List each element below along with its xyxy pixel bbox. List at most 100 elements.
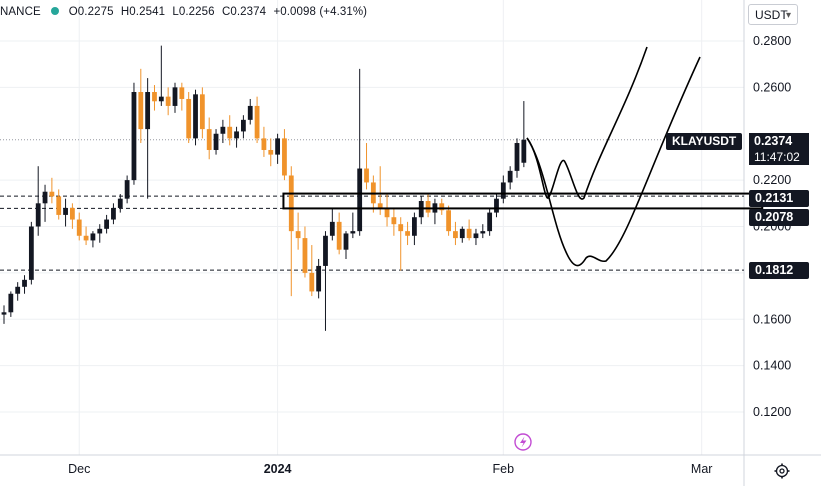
price-tick-label: 0.1600 bbox=[753, 312, 791, 326]
candle-body bbox=[152, 92, 157, 102]
level-tag-3: 0.1812 bbox=[749, 262, 809, 279]
candle-body bbox=[213, 133, 219, 150]
candle-body bbox=[466, 228, 472, 239]
exchange-name: NANCE bbox=[0, 6, 41, 18]
candle-body bbox=[111, 207, 116, 220]
time-tick-label: Feb bbox=[493, 462, 515, 476]
candle-body bbox=[507, 170, 513, 183]
market-status-icon bbox=[50, 7, 59, 15]
candle-body bbox=[480, 231, 486, 234]
currency-label: USDT bbox=[755, 8, 788, 22]
candle-body bbox=[282, 138, 287, 176]
time-axis[interactable]: Dec 2024 Feb Mar bbox=[68, 462, 712, 476]
candle-body bbox=[97, 228, 103, 234]
candle-body bbox=[42, 191, 48, 204]
candle-body bbox=[172, 87, 178, 106]
candle-body bbox=[343, 233, 349, 250]
change-value: +0.0098 (+4.31%) bbox=[273, 6, 368, 18]
candle-body bbox=[425, 200, 431, 213]
lightning-icon[interactable] bbox=[514, 433, 532, 451]
candle-body bbox=[288, 175, 294, 232]
close-value: C0.2374 bbox=[221, 6, 267, 18]
candle-body bbox=[124, 180, 130, 199]
price-tick-label: 0.2200 bbox=[753, 173, 791, 187]
time-tick-label: 2024 bbox=[264, 462, 292, 476]
currency-selector[interactable]: USDT ▾ bbox=[748, 4, 798, 25]
candle-body bbox=[500, 182, 506, 199]
gear-icon[interactable] bbox=[773, 462, 791, 480]
projection-path-2 bbox=[526, 56, 701, 267]
candle-body bbox=[1, 312, 7, 315]
candle-body bbox=[521, 139, 527, 163]
price-tick-label: 0.2800 bbox=[753, 34, 791, 48]
candle-body bbox=[227, 126, 233, 139]
candle-body bbox=[384, 207, 390, 218]
price-axis[interactable]: 0.28000.26000.23740.22000.20000.18000.16… bbox=[753, 34, 791, 419]
symbol-tag: KLAYUSDT bbox=[666, 133, 743, 150]
price-tick-label: 0.2600 bbox=[753, 80, 791, 94]
candle-body bbox=[453, 231, 458, 239]
price-tick-label: 0.1200 bbox=[753, 405, 791, 419]
candle-body bbox=[206, 129, 212, 150]
candle-body bbox=[391, 217, 397, 225]
candle-body bbox=[254, 105, 260, 139]
candle-body bbox=[28, 226, 34, 280]
candle-body bbox=[76, 219, 82, 236]
support-zone-box bbox=[282, 192, 764, 210]
candle-body bbox=[49, 191, 55, 197]
candle-body bbox=[15, 286, 21, 294]
candle-body bbox=[35, 203, 41, 227]
candle-body bbox=[446, 210, 451, 232]
high-value: H0.2541 bbox=[120, 6, 166, 18]
candle-body bbox=[83, 235, 89, 241]
candle-body bbox=[234, 131, 239, 139]
candle-body bbox=[165, 96, 171, 106]
ohlc-legend: NANCE O0.2275 H0.2541 L0.2256 C0.2374 +0.… bbox=[0, 6, 367, 18]
candle-body bbox=[247, 105, 253, 120]
candle-body bbox=[138, 92, 144, 130]
candle-body bbox=[459, 228, 465, 239]
candle-body bbox=[193, 94, 198, 139]
open-value: O0.2275 bbox=[68, 6, 114, 18]
price-axis-background bbox=[744, 0, 821, 486]
candle-body bbox=[377, 203, 383, 208]
candle-body bbox=[357, 168, 363, 232]
candle-body bbox=[131, 92, 137, 181]
candle-body bbox=[145, 92, 151, 130]
candle-body bbox=[56, 196, 62, 215]
candle-body bbox=[220, 126, 226, 134]
candle-body bbox=[302, 238, 308, 273]
candle-body bbox=[514, 143, 520, 171]
candle-body bbox=[8, 293, 14, 313]
level-tag-2: 0.2078 bbox=[749, 209, 809, 226]
candle-body bbox=[63, 207, 68, 215]
candle-body bbox=[473, 233, 479, 239]
candle-body bbox=[309, 272, 315, 292]
candle-body bbox=[295, 231, 301, 239]
candle-body bbox=[179, 87, 185, 99]
candle-body bbox=[261, 138, 267, 150]
candle-body bbox=[336, 221, 342, 250]
candle-body bbox=[241, 119, 246, 132]
candle-body bbox=[22, 279, 27, 287]
candle-body bbox=[439, 203, 445, 211]
candle-body bbox=[316, 265, 322, 292]
chevron-down-icon: ▾ bbox=[785, 10, 791, 21]
bar-countdown: 11:47:02 bbox=[749, 149, 809, 165]
level-tag-1: 0.2131 bbox=[749, 190, 809, 207]
candle-body bbox=[268, 149, 274, 155]
projection-path-1 bbox=[526, 46, 648, 200]
candle-body bbox=[70, 207, 75, 220]
candle-body bbox=[275, 138, 280, 155]
candle-body bbox=[364, 168, 369, 183]
candle-body bbox=[104, 219, 109, 229]
candle-body bbox=[412, 217, 417, 236]
time-tick-label: Mar bbox=[691, 462, 713, 476]
time-tick-label: Dec bbox=[68, 462, 90, 476]
candle-body bbox=[405, 231, 410, 236]
candle-body bbox=[186, 98, 192, 139]
low-value: L0.2256 bbox=[172, 6, 215, 18]
candle-body bbox=[487, 212, 493, 232]
price-tick-label: 0.1400 bbox=[753, 359, 791, 373]
